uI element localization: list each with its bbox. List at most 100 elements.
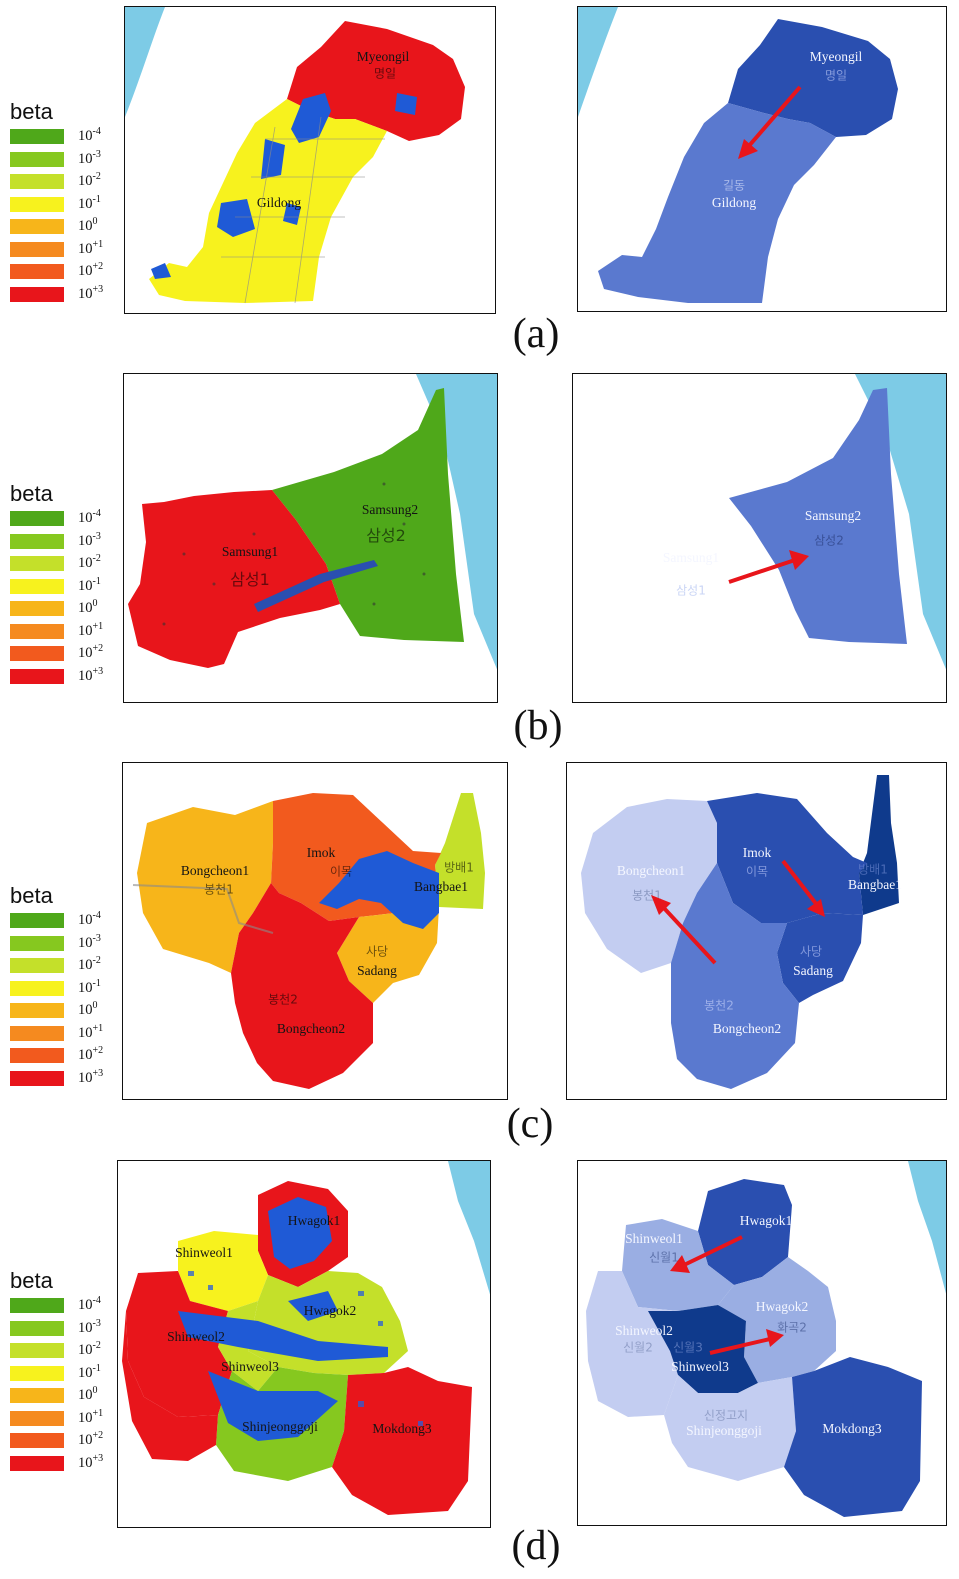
region-shinweol3 (648, 1305, 758, 1393)
legend-label: 10-4 (78, 1295, 101, 1314)
region-label: Gildong (256, 195, 302, 210)
river (448, 1161, 490, 1295)
legend-item: 10-1 (10, 194, 122, 217)
legend-item: 10+1 (10, 239, 122, 262)
legend-rows: 10-4 10-3 10-2 10-1 100 10+1 10+2 10+3 (10, 126, 122, 306)
region-bangbae1 (859, 775, 899, 915)
legend-label-base: 10 (78, 218, 93, 234)
legend-swatch (10, 958, 64, 973)
legend-label: 10+1 (78, 239, 103, 258)
legend-swatch (10, 578, 64, 594)
legend-label-exponent: -3 (92, 932, 101, 944)
region-label-korean: 신월1 (649, 1250, 679, 1265)
legend-swatch (10, 264, 64, 279)
river (908, 1161, 946, 1294)
legend-label-base: 10 (78, 555, 93, 571)
legend-label: 10-3 (78, 531, 101, 550)
region-samsung2 (729, 388, 907, 644)
region-sadang (337, 907, 439, 1003)
legend-swatch (10, 601, 64, 616)
legend-label: 10+1 (78, 621, 103, 640)
region-label-korean: 이목 (745, 864, 769, 879)
legend-label: 10-4 (78, 508, 101, 527)
legend-label-exponent: -2 (92, 955, 101, 966)
region-samsung1 (128, 490, 340, 668)
legend-swatch (10, 1070, 64, 1086)
legend-label-base: 10 (78, 1454, 93, 1471)
legend-label-base: 10 (78, 1069, 93, 1086)
legend-label-exponent: +3 (92, 1452, 104, 1464)
region-label-korean: 화곡2 (777, 1320, 807, 1335)
legend-label-base: 10 (78, 128, 93, 144)
region-label: Shinweol2 (615, 1323, 673, 1338)
legend-swatch (10, 556, 64, 571)
region-label: Samsung1 (662, 550, 720, 565)
legend-swatch (10, 980, 64, 996)
region-label: Bongcheon1 (616, 863, 686, 878)
legend-label-exponent: 0 (92, 216, 98, 227)
legend-label-base: 10 (78, 957, 93, 973)
legend-swatch (10, 174, 64, 189)
legend-label-base: 10 (78, 1342, 93, 1358)
road (132, 884, 274, 934)
region-label-korean: 봉천2 (704, 998, 734, 1013)
legend-label-exponent: -4 (92, 910, 101, 921)
flood-area (254, 560, 378, 612)
region-label: Mokdong3 (822, 1421, 882, 1436)
legend-swatch (10, 1365, 64, 1381)
legend-swatch (10, 1025, 64, 1041)
region-label: Samsung2 (361, 502, 419, 517)
legend-label-exponent: -3 (92, 1317, 101, 1329)
caption-a: (a) (512, 311, 560, 357)
region-label-korean: 삼성2 (814, 533, 844, 548)
legend-label-base: 10 (78, 667, 93, 684)
legend-swatch (10, 1433, 64, 1448)
legend-item: 10-4 (10, 910, 122, 933)
legend-item: 10-4 (10, 508, 122, 531)
legend-label: 10-1 (78, 1363, 101, 1382)
legend-item: 10-1 (10, 1363, 122, 1386)
legend-label-exponent: -2 (92, 171, 101, 182)
legend-label: 100 (78, 1000, 98, 1019)
legend-swatch (10, 1003, 64, 1018)
legend-rows: 10-4 10-3 10-2 10-1 100 10+1 10+2 10+3 (10, 910, 122, 1090)
legend-item: 10+2 (10, 261, 122, 284)
legend-label-base: 10 (78, 1297, 93, 1313)
legend-swatch (10, 151, 64, 167)
region-label: Bangbae1 (414, 879, 468, 894)
region-label: Hwagok1 (739, 1213, 793, 1228)
caption-c: (c) (506, 1101, 554, 1147)
region-label: Samsung2 (804, 508, 862, 523)
flood-area (319, 851, 439, 929)
legend-label-exponent: 0 (92, 1000, 98, 1011)
region-bongcheon2 (231, 883, 373, 1089)
legend-label-base: 10 (78, 1387, 93, 1403)
legend-label-base: 10 (78, 1432, 93, 1448)
map-d-direction: Hwagok1 Shinweol1 신월1 Hwagok2 화곡2 Shinwe… (577, 1160, 947, 1526)
legend-item: 10+2 (10, 643, 122, 666)
legend-label-base: 10 (78, 532, 93, 549)
legend-item: 10-2 (10, 553, 122, 576)
legend-label-base: 10 (78, 285, 93, 302)
legend-label-exponent: +1 (92, 1407, 104, 1419)
legend-label: 10-2 (78, 955, 101, 974)
legend-label-base: 10 (78, 510, 93, 526)
region-label: Shinweol3 (221, 1359, 279, 1374)
legend-item: 10+2 (10, 1045, 122, 1068)
region-label: Myeongil (356, 49, 410, 64)
legend-item: 100 (10, 1385, 122, 1408)
legend-label-base: 10 (78, 1319, 93, 1336)
legend-label-base: 10 (78, 1364, 93, 1381)
legend-title: beta (10, 99, 53, 124)
legend-swatch (10, 668, 64, 684)
legend-label-exponent: +1 (92, 1022, 104, 1034)
legend-item: 10-1 (10, 576, 122, 599)
region-bangbae1 (435, 793, 485, 909)
region-shinweol2 (586, 1271, 678, 1417)
legend-label: 10-3 (78, 933, 101, 952)
region-label-korean: 명일 (824, 68, 848, 83)
legend-swatch (10, 623, 64, 639)
legend-swatch (10, 286, 64, 302)
region-mokdong3 (332, 1367, 472, 1515)
legend-swatch (10, 533, 64, 549)
